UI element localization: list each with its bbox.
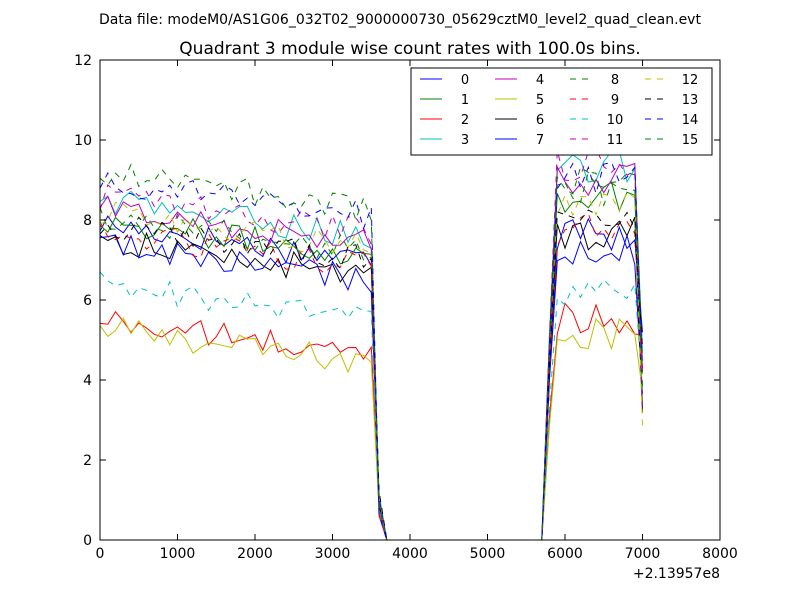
series-line-10 xyxy=(99,271,643,541)
x-tick-label: 5000 xyxy=(470,546,506,562)
series-line-14 xyxy=(99,161,643,541)
legend-label-15: 15 xyxy=(682,133,699,148)
legend-label-3: 3 xyxy=(461,133,469,148)
legend-label-5: 5 xyxy=(536,93,544,108)
x-tick-label: 6000 xyxy=(547,546,583,562)
legend-label-13: 13 xyxy=(682,93,699,108)
legend-label-6: 6 xyxy=(536,113,544,128)
plot-lines xyxy=(99,146,643,541)
legend-label-1: 1 xyxy=(461,93,469,108)
legend-label-11: 11 xyxy=(607,133,624,148)
x-tick-label: 3000 xyxy=(315,546,351,562)
legend-label-4: 4 xyxy=(536,73,544,88)
x-tick-label: 2000 xyxy=(237,546,273,562)
legend-label-10: 10 xyxy=(607,113,624,128)
legend-label-12: 12 xyxy=(682,73,699,88)
legend-label-0: 0 xyxy=(461,73,469,88)
legend-box xyxy=(410,67,713,156)
x-tick-label: 1000 xyxy=(160,546,196,562)
legend-label-2: 2 xyxy=(461,113,469,128)
series-line-13 xyxy=(99,209,643,541)
y-tick-label: 8 xyxy=(83,213,92,229)
series-line-9 xyxy=(99,212,643,541)
x-axis-ticks: 0 1000 2000 3000 4000 5000 6000 7000 8000 xyxy=(96,60,738,562)
y-tick-label: 4 xyxy=(83,373,92,389)
series-line-5 xyxy=(99,317,643,541)
series-line-7 xyxy=(99,217,643,541)
x-tick-label: 7000 xyxy=(625,546,661,562)
x-axis-offset-label: +2.13957e8 xyxy=(633,566,720,582)
chart-title: Quadrant 3 module wise count rates with … xyxy=(179,39,640,59)
legend-label-8: 8 xyxy=(611,73,619,88)
x-tick-label: 0 xyxy=(96,546,105,562)
legend-label-14: 14 xyxy=(682,113,699,128)
y-tick-label: 0 xyxy=(83,533,92,549)
y-tick-label: 12 xyxy=(74,53,92,69)
series-line-15 xyxy=(99,163,643,541)
series-line-11 xyxy=(99,146,643,541)
y-tick-label: 6 xyxy=(83,293,92,309)
series-line-2 xyxy=(99,302,643,541)
series-line-12 xyxy=(99,191,643,541)
y-tick-label: 2 xyxy=(83,453,92,469)
y-tick-label: 10 xyxy=(74,133,92,149)
legend-label-7: 7 xyxy=(536,133,544,148)
figure-suptitle: Data file: modeM0/AS1G06_032T02_90000007… xyxy=(99,12,701,28)
x-tick-label: 4000 xyxy=(392,546,428,562)
legend-label-9: 9 xyxy=(611,93,619,108)
x-tick-label: 8000 xyxy=(702,546,738,562)
